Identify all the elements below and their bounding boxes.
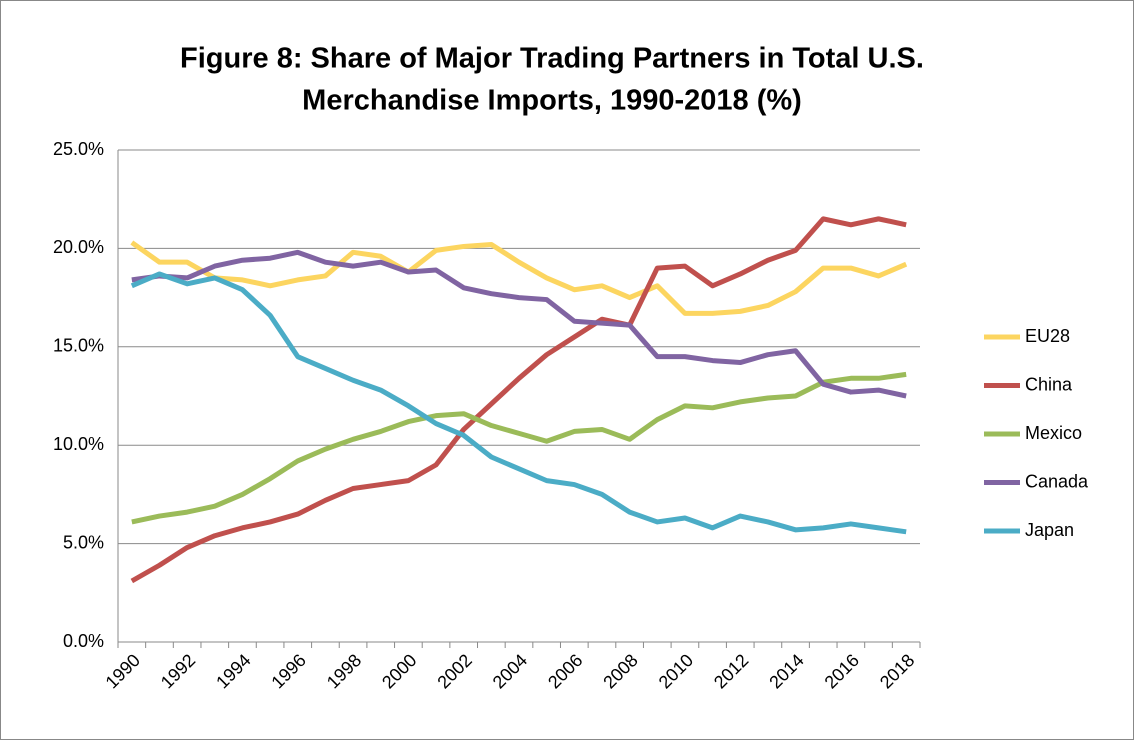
legend-label: Japan [1025,520,1074,540]
legend-label: EU28 [1025,326,1070,346]
chart-title: Figure 8: Share of Major Trading Partner… [180,43,924,75]
data-line [130,216,907,584]
data-line [130,240,908,316]
legend-label: China [1025,374,1073,394]
legend-label: Mexico [1025,423,1082,443]
data-line [131,371,907,525]
y-tick-label: 25.0% [53,139,104,159]
data-line [131,249,907,399]
legend-label: Canada [1025,471,1089,491]
y-tick-label: 10.0% [53,434,104,454]
y-tick-label: 20.0% [53,237,104,257]
y-tick-label: 5.0% [63,532,104,552]
chart-title: Merchandise Imports, 1990-2018 (%) [302,85,802,117]
y-tick-label: 0.0% [63,631,104,651]
y-tick-label: 15.0% [53,336,104,356]
data-line [130,271,907,535]
